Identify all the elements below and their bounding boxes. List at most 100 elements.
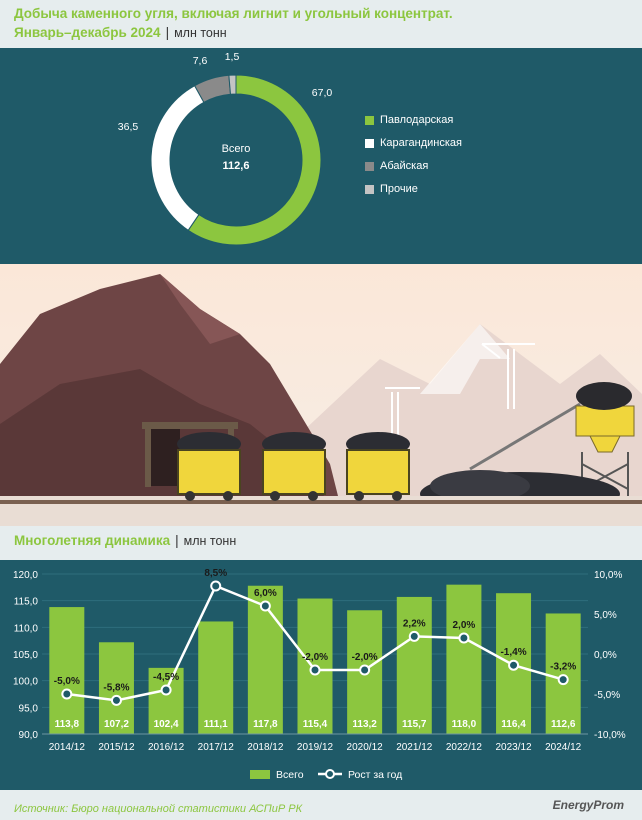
donut-center-label: Всего	[222, 143, 251, 155]
y-tick-label: 105,0	[13, 650, 38, 661]
growth-value-label: 6,0%	[254, 588, 277, 599]
y2-tick-label: -10,0%	[594, 730, 626, 741]
growth-point	[61, 688, 73, 700]
x-tick-label: 2020/12	[347, 742, 384, 753]
legend-swatch	[365, 184, 374, 194]
legend-swatch	[365, 161, 374, 171]
crane	[385, 343, 535, 449]
growth-value-label: 2,0%	[453, 620, 476, 631]
y2-tick-label: -5,0%	[594, 690, 620, 701]
donut-section: 67,0 36,5 7,6 1,5 Всего 112,6 Павлодарская …	[0, 48, 642, 264]
legend-swatch-total	[250, 770, 270, 779]
divider: |	[175, 533, 179, 548]
donut-slice-1	[150, 85, 205, 231]
growth-value-label: -1,4%	[500, 647, 526, 658]
bar-value-label: 113,8	[55, 719, 80, 730]
bar-2021/12	[396, 596, 432, 734]
growth-value-label: -4,5%	[153, 672, 179, 683]
bar-value-label: 102,4	[154, 719, 179, 730]
y-tick-label: 90,0	[19, 730, 39, 741]
footer: Источник: Бюро национальной статистики А…	[0, 790, 642, 820]
bar-value-label: 111,1	[204, 719, 228, 730]
legend-item-abai: Абайская	[365, 160, 428, 172]
legend-item-other: Прочие	[365, 183, 418, 195]
growth-value-label: -2,0%	[352, 652, 378, 663]
brand-logo: EnergyProm	[552, 798, 624, 812]
bar-2015/12	[98, 642, 134, 734]
x-tick-label: 2023/12	[495, 742, 532, 753]
growth-point	[408, 630, 420, 642]
growth-point	[309, 664, 321, 676]
coal-cart	[262, 432, 326, 501]
growth-value-label: -3,2%	[550, 662, 576, 673]
bar-2014/12	[49, 607, 85, 734]
dynamics-unit: млн тонн	[183, 534, 237, 548]
y-tick-label: 115,0	[14, 597, 39, 608]
donut-slice-3	[228, 74, 237, 95]
legend-item-pavlodar: Павлодарская	[365, 114, 453, 126]
growth-value-label: -5,8%	[103, 682, 129, 693]
bar-value-label: 115,4	[303, 719, 328, 730]
bar-value-label: 112,6	[551, 719, 576, 730]
bar-value-label: 118,0	[452, 719, 477, 730]
y-tick-label: 110,0	[14, 623, 39, 634]
x-tick-label: 2016/12	[148, 742, 185, 753]
bar-value-label: 113,2	[352, 719, 377, 730]
growth-point	[110, 694, 122, 706]
bar-2024/12	[545, 613, 581, 734]
growth-value-label: -2,0%	[302, 652, 328, 663]
x-tick-label: 2022/12	[446, 742, 483, 753]
donut-value-label: 67,0	[312, 87, 333, 99]
donut-value-label: 7,6	[193, 55, 208, 67]
growth-point	[458, 632, 470, 644]
x-tick-label: 2024/12	[545, 742, 582, 753]
coal-cart	[346, 432, 410, 501]
source-note: Источник: Бюро национальной статистики А…	[14, 803, 303, 815]
bar-2016/12	[148, 667, 184, 734]
bar-2022/12	[446, 584, 482, 734]
legend-marker-growth	[325, 769, 335, 779]
mining-illustration	[0, 264, 642, 526]
hopper	[575, 405, 635, 437]
page-title: Добыча каменного угля, включая лигнит и …	[14, 6, 453, 21]
donut-value-label: 36,5	[118, 121, 139, 133]
growth-point	[359, 664, 371, 676]
dynamics-chart-section: 113,8 107,2 102,4 111,1 117,8 115,4 113,2 115,7…	[0, 560, 642, 790]
donut-center-value: 112,6	[223, 160, 250, 172]
growth-point	[259, 600, 271, 612]
bar-2017/12	[198, 621, 234, 734]
growth-point	[160, 684, 172, 696]
top-header: Добыча каменного угля, включая лигнит и …	[0, 0, 642, 48]
y-tick-label: 95,0	[19, 703, 39, 714]
legend-swatch	[365, 115, 374, 125]
y-tick-label: 100,0	[13, 677, 38, 688]
x-tick-label: 2018/12	[247, 742, 284, 753]
y2-tick-label: 5,0%	[594, 610, 617, 621]
x-tick-label: 2015/12	[98, 742, 135, 753]
x-tick-label: 2014/12	[49, 742, 86, 753]
legend-item-karaganda: Карагандинская	[365, 137, 462, 149]
y2-tick-label: 10,0%	[594, 570, 622, 581]
unit-label: млн тонн	[174, 26, 227, 40]
dynamics-chart: 113,8 107,2 102,4 111,1 117,8 115,4 113,2 115,7…	[13, 568, 626, 781]
bar-value-label: 117,8	[253, 719, 278, 730]
coal-cart	[177, 432, 241, 501]
growth-point	[508, 659, 520, 671]
x-tick-label: 2019/12	[297, 742, 334, 753]
divider: |	[165, 25, 170, 40]
bar-value-label: 116,4	[501, 719, 526, 730]
dynamics-title: Многолетняя динамика	[14, 533, 171, 548]
growth-point	[210, 580, 222, 592]
x-tick-label: 2017/12	[198, 742, 235, 753]
legend-swatch	[365, 138, 374, 148]
donut-value-label: 1,5	[225, 51, 240, 63]
bar-value-label: 107,2	[104, 719, 129, 730]
legend-label-growth: Рост за год	[348, 769, 402, 781]
y-tick-label: 120,0	[13, 570, 38, 581]
dynamics-header: Многолетняя динамика | млн тонн	[0, 526, 642, 560]
legend-label-total: Всего	[276, 769, 304, 781]
donut-chart: 67,0 36,5 7,6 1,5 Всего 112,6	[118, 51, 333, 246]
growth-point	[557, 674, 569, 686]
donut-slice-0	[187, 74, 322, 246]
y2-tick-label: 0,0%	[594, 650, 617, 661]
